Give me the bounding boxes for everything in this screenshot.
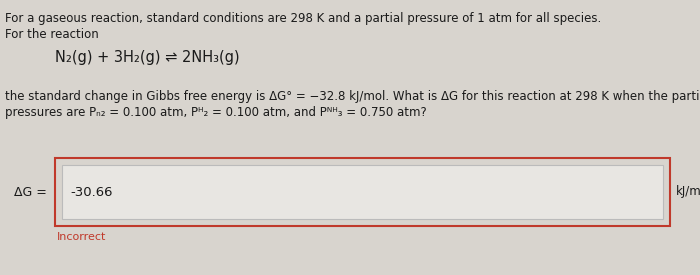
Text: For the reaction: For the reaction <box>5 28 99 41</box>
FancyBboxPatch shape <box>62 165 663 219</box>
Text: the standard change in Gibbs free energy is ΔG° = −32.8 kJ/mol. What is ΔG for t: the standard change in Gibbs free energy… <box>5 90 700 103</box>
Text: pressures are Pₙ₂ = 0.100 atm, Pᴴ₂ = 0.100 atm, and Pᴺᴴ₃ = 0.750 atm?: pressures are Pₙ₂ = 0.100 atm, Pᴴ₂ = 0.1… <box>5 106 427 119</box>
Text: N₂(g) + 3H₂(g) ⇌ 2NH₃(g): N₂(g) + 3H₂(g) ⇌ 2NH₃(g) <box>55 50 239 65</box>
Text: -30.66: -30.66 <box>70 186 113 199</box>
Text: For a gaseous reaction, standard conditions are 298 K and a partial pressure of : For a gaseous reaction, standard conditi… <box>5 12 601 25</box>
Text: Incorrect: Incorrect <box>57 232 106 242</box>
Text: kJ/m: kJ/m <box>676 186 700 199</box>
Text: ΔG =: ΔG = <box>14 186 47 199</box>
FancyBboxPatch shape <box>55 158 670 226</box>
